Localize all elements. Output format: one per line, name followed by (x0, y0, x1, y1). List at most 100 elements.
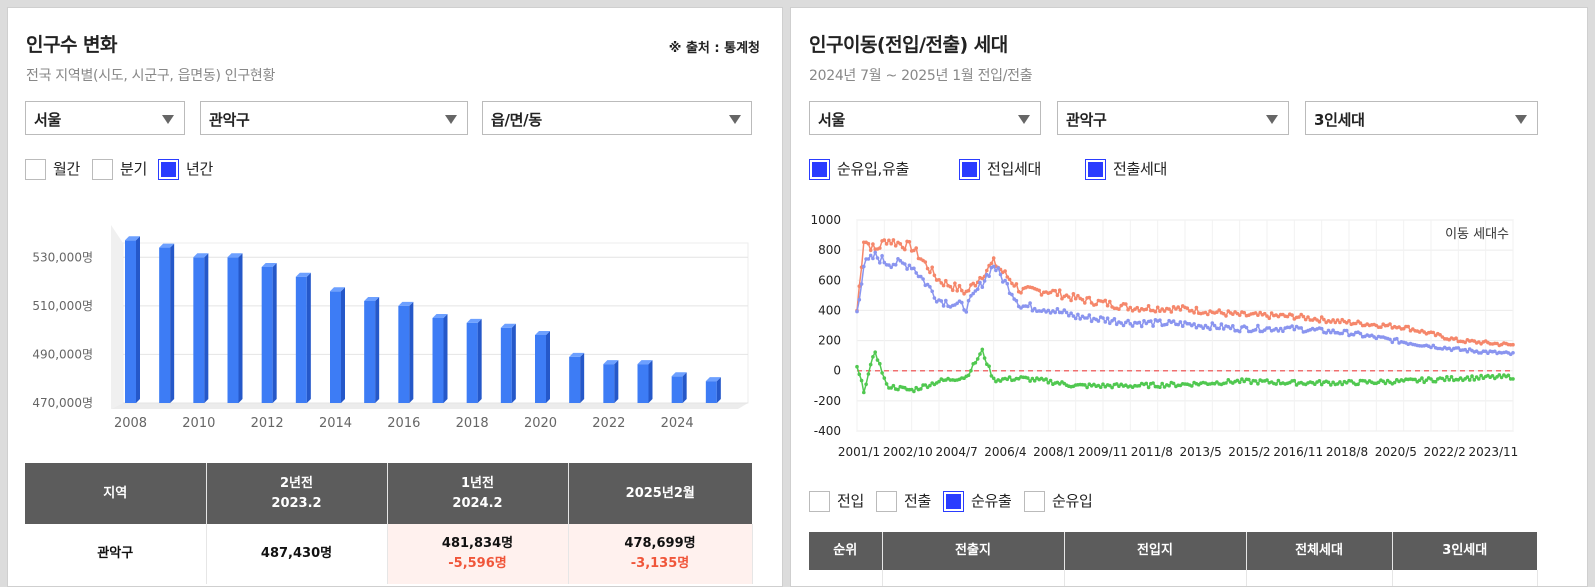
quarterly-checkbox[interactable]: 분기 (92, 158, 147, 180)
bar-side (341, 287, 345, 403)
data-point (1258, 310, 1262, 315)
bar-side (204, 253, 209, 403)
data-point (1490, 374, 1495, 378)
header-destination: 전입지 (1064, 532, 1247, 570)
data-point (1069, 311, 1073, 315)
data-point (1217, 326, 1221, 331)
data-point (1026, 304, 1030, 309)
bar-top (330, 287, 345, 292)
chevron-down-icon (1515, 115, 1527, 124)
chart-side-wall (111, 225, 123, 409)
sigungu-select[interactable]: 관악구 (1057, 101, 1289, 135)
bar-top (295, 272, 311, 277)
data-point (957, 283, 962, 288)
move-in-label: 전입세대 (987, 160, 1042, 178)
data-point (969, 294, 973, 298)
sido-select[interactable]: 서울 (25, 101, 185, 135)
data-point (987, 274, 991, 278)
data-point (1463, 340, 1467, 345)
view-move-in-checkbox[interactable]: 전입 (809, 490, 864, 512)
data-point (1124, 302, 1128, 306)
data-point (1071, 292, 1076, 296)
data-point (928, 270, 932, 275)
data-point (1089, 301, 1094, 305)
data-point (1126, 307, 1130, 312)
data-point (1215, 310, 1219, 314)
data-point (1096, 319, 1101, 323)
data-point (966, 298, 971, 303)
data-point (873, 250, 877, 255)
data-point (928, 383, 932, 388)
data-point (1335, 318, 1340, 322)
data-point (1114, 382, 1119, 386)
sido-select[interactable]: 서울 (809, 101, 1041, 135)
bar-top (603, 360, 619, 365)
data-point (1392, 380, 1397, 385)
eupmyeondong-select[interactable]: 읍/면/동 (482, 101, 752, 135)
data-point (1456, 346, 1461, 350)
move-in-toggle[interactable]: 전입세대 (959, 158, 1041, 180)
view-net-in-checkbox[interactable]: 순유입 (1024, 490, 1093, 512)
data-point (1139, 324, 1144, 329)
view-move-out-checkbox[interactable]: 전출 (876, 490, 931, 512)
data-point (1069, 298, 1073, 303)
net-migration-toggle[interactable]: 순유입,유출 (809, 158, 909, 180)
data-point (1151, 324, 1155, 328)
table-header-row: 지역 2년전 2023.2 1년전 2024.2 2025년2월 (25, 463, 752, 524)
data-point (1477, 377, 1481, 381)
data-point (923, 260, 928, 264)
bar-top (227, 253, 243, 258)
data-point (1388, 337, 1392, 342)
household-size-select-value: 3인세대 (1314, 111, 1365, 129)
data-point (1028, 379, 1032, 383)
data-point (1087, 295, 1092, 300)
household-size-select[interactable]: 3인세대 (1305, 101, 1538, 135)
data-point (1424, 378, 1429, 382)
data-point (930, 265, 934, 270)
bar-side (170, 243, 175, 403)
data-point (1467, 378, 1472, 382)
data-point (1333, 320, 1338, 325)
yearly-checkbox[interactable]: 년간 (158, 158, 213, 180)
data-point (960, 300, 964, 305)
x-tick-label: 2002/10 (883, 445, 933, 459)
data-point (1420, 376, 1424, 380)
sigungu-select[interactable]: 관악구 (200, 101, 468, 135)
data-point (1160, 307, 1164, 311)
data-point (857, 297, 862, 302)
data-point (898, 242, 903, 246)
data-point (1313, 382, 1317, 386)
series-move-in (855, 238, 1515, 348)
cell-two-years: 487,430명 (206, 524, 388, 584)
data-point (975, 287, 980, 291)
data-point (1053, 288, 1057, 293)
x-tick-label: 2013/5 (1179, 445, 1221, 459)
table-header-row: 순위 전출지 전입지 전체세대 3인세대 (809, 532, 1537, 570)
data-point (857, 372, 862, 377)
data-point (1105, 316, 1110, 320)
data-point (939, 299, 944, 303)
data-point (1506, 373, 1511, 378)
data-point (1301, 314, 1306, 319)
bar-front (603, 364, 615, 403)
data-point (907, 263, 912, 268)
data-point (978, 280, 982, 285)
data-point (939, 281, 944, 285)
bar-side (614, 360, 619, 403)
move-out-toggle[interactable]: 전출세대 (1085, 158, 1167, 180)
header-one-year: 1년전 2024.2 (387, 463, 569, 524)
bar (125, 236, 140, 403)
data-point (973, 361, 978, 365)
data-point (914, 246, 918, 250)
data-point (907, 240, 912, 244)
bar (603, 360, 619, 403)
x-tick-label: 2006/4 (984, 445, 1026, 459)
x-tick-label: 2018/8 (1326, 445, 1368, 459)
view-net-out-checkbox[interactable]: 순유출 (943, 490, 1012, 512)
data-point (1019, 291, 1023, 295)
view-net-in-label: 순유입 (1052, 492, 1093, 510)
data-point (1128, 305, 1133, 310)
data-point (1053, 310, 1057, 315)
monthly-checkbox[interactable]: 월간 (25, 158, 80, 180)
